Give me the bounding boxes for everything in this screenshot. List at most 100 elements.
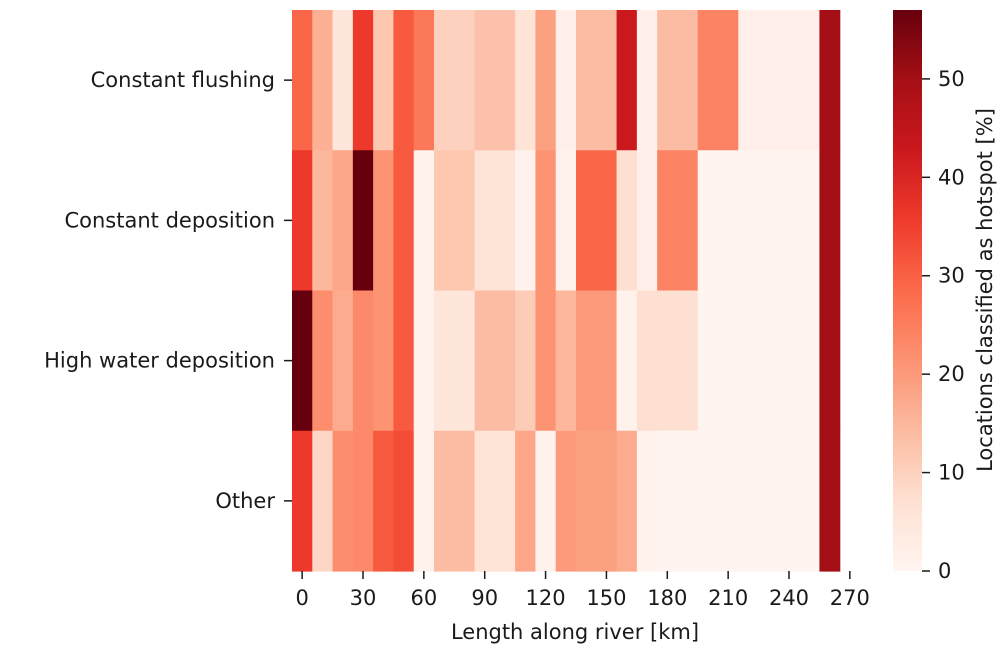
heatmap-cell: [292, 430, 313, 572]
y-tick-label: Constant flushing: [91, 68, 275, 92]
heatmap-cell: [312, 150, 334, 292]
heatmap-cell: [616, 150, 638, 292]
heatmap-cell: [616, 290, 638, 432]
heatmap-cell: [535, 430, 557, 572]
heatmap-cell: [393, 430, 415, 572]
colorbar-title: Locations classified as hotspot [%]: [973, 108, 997, 472]
x-tick-label: 210: [708, 586, 748, 610]
heatmap-cell: [819, 10, 841, 151]
heatmap-cell: [332, 10, 354, 151]
heatmap-cell: [332, 290, 354, 432]
heatmap-cell: [636, 430, 658, 572]
heatmap-cell: [474, 430, 516, 572]
x-tick-label: 150: [586, 586, 626, 610]
heatmap-cell: [434, 290, 476, 432]
heatmap-cell: [393, 290, 415, 432]
heatmap-cell: [413, 290, 435, 432]
heatmap-cell: [535, 10, 557, 151]
heatmap-cell: [393, 10, 415, 151]
heatmap-cell: [819, 290, 841, 432]
heatmap-cell: [576, 150, 618, 292]
y-tick-label: Constant deposition: [64, 208, 275, 232]
heatmap-cell: [393, 150, 415, 292]
heatmap-cell: [616, 10, 638, 151]
heatmap-cell: [657, 290, 699, 432]
heatmap-cell: [515, 430, 537, 572]
heatmap-cell: [332, 430, 354, 572]
heatmap-cell: [738, 290, 821, 432]
colorbar: [893, 10, 922, 571]
x-axis: 0 30 60 90 120 150 180 210 240 270: [295, 571, 870, 610]
x-tick-label: 90: [471, 586, 498, 610]
heatmap-cell: [292, 10, 313, 151]
x-tick-label: 180: [647, 586, 687, 610]
colorbar-tick-label: 10: [938, 461, 965, 485]
x-tick-label: 120: [526, 586, 566, 610]
heatmap-cell: [373, 290, 395, 432]
heatmap-cell: [413, 150, 435, 292]
heatmap-cell: [636, 10, 658, 151]
colorbar-tick-label: 30: [938, 264, 965, 288]
heatmap-cell: [312, 430, 334, 572]
x-tick-label: 0: [295, 586, 308, 610]
heatmap-cell: [434, 430, 476, 572]
heatmap-cell: [555, 150, 577, 292]
heatmap-cell: [373, 150, 395, 292]
colorbar-tick-label: 20: [938, 362, 965, 386]
y-tick-label: High water deposition: [44, 349, 275, 373]
heatmap-cell: [535, 150, 557, 292]
heatmap-cell: [292, 290, 313, 432]
heatmap-cell: [352, 430, 374, 572]
heatmap-cell: [474, 290, 516, 432]
x-axis-title: Length along river [km]: [451, 620, 699, 644]
x-tick-label: 270: [830, 586, 870, 610]
heatmap-cell: [738, 10, 821, 151]
heatmap-cell: [515, 150, 537, 292]
heatmap-cell: [555, 10, 577, 151]
heatmap-cell: [636, 150, 658, 292]
heatmap-cell: [373, 430, 395, 572]
heatmap-cell: [434, 150, 476, 292]
x-tick-label: 60: [410, 586, 437, 610]
heatmap-cell: [352, 150, 374, 292]
heatmap-cell: [312, 10, 334, 151]
heatmap-cells: [292, 10, 841, 572]
colorbar-tick-label: 0: [938, 559, 951, 583]
heatmap-cell: [515, 290, 537, 432]
heatmap-cell: [697, 10, 739, 151]
heatmap-cell: [312, 290, 334, 432]
heatmap-cell: [738, 430, 821, 572]
heatmap-cell: [332, 150, 354, 292]
heatmap-cell: [819, 150, 841, 292]
heatmap-cell: [373, 10, 395, 151]
heatmap-cell: [434, 10, 476, 151]
heatmap-cell: [697, 150, 739, 292]
heatmap-cell: [352, 290, 374, 432]
heatmap-cell: [515, 10, 537, 151]
heatmap-cell: [657, 430, 699, 572]
heatmap-cell: [657, 150, 699, 292]
heatmap-cell: [738, 150, 821, 292]
x-tick-label: 30: [350, 586, 377, 610]
heatmap-cell: [697, 430, 739, 572]
heatmap-cell: [413, 430, 435, 572]
colorbar-ticks: 0 10 20 30 40 50: [922, 67, 965, 583]
heatmap-cell: [292, 150, 313, 292]
x-tick-label: 240: [769, 586, 809, 610]
heatmap-cell: [657, 10, 699, 151]
colorbar-tick-label: 40: [938, 165, 965, 189]
heatmap-cell: [819, 430, 841, 572]
heatmap-cell: [474, 10, 516, 151]
heatmap-cell: [576, 430, 618, 572]
heatmap-cell: [474, 150, 516, 292]
heatmap-cell: [616, 430, 638, 572]
heatmap-cell: [413, 10, 435, 151]
heatmap-cell: [636, 290, 658, 432]
colorbar-tick-label: 50: [938, 67, 965, 91]
y-axis: Constant flushing Constant deposition High…: [44, 68, 292, 513]
heatmap-cell: [697, 290, 739, 432]
heatmap-cell: [555, 430, 577, 572]
heatmap-cell: [555, 290, 577, 432]
heatmap-cell: [535, 290, 557, 432]
